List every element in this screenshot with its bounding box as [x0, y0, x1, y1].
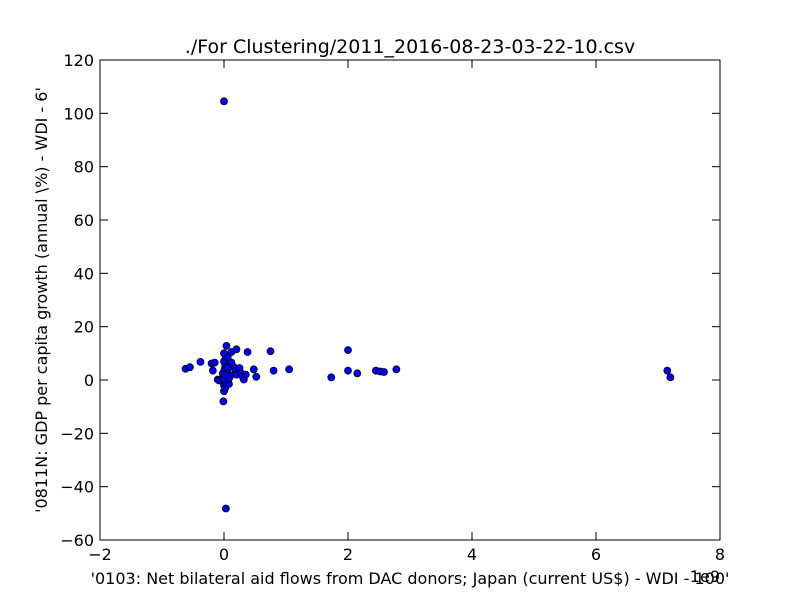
- data-point: [266, 347, 275, 356]
- data-point: [223, 364, 232, 372]
- y-tick-label: 120: [63, 51, 94, 70]
- y-tick-label: 0: [84, 371, 94, 390]
- data-point: [285, 365, 294, 374]
- data-point: [185, 363, 194, 372]
- y-tick-label: 60: [74, 211, 94, 230]
- y-tick-label: 40: [74, 264, 94, 283]
- data-point: [241, 370, 250, 379]
- x-tick-label: 0: [219, 545, 229, 564]
- x-tick-label: 6: [591, 545, 601, 564]
- y-tick-label: 80: [74, 158, 94, 177]
- data-point: [666, 373, 675, 382]
- x-axis-label: '0103: Net bilateral aid flows from DAC …: [91, 569, 730, 588]
- data-point: [232, 345, 241, 354]
- x-axis-offset-label: 1e9: [690, 567, 720, 586]
- data-point: [344, 346, 352, 355]
- data-point: [219, 397, 228, 406]
- chart-title: ./For Clustering/2011_2016-08-23-03-22-1…: [185, 36, 635, 58]
- data-point: [243, 348, 252, 356]
- data-point: [210, 358, 219, 367]
- x-tick-label: −2: [88, 545, 112, 564]
- data-point: [269, 366, 278, 375]
- data-point: [663, 366, 672, 375]
- data-point: [221, 370, 230, 379]
- data-point: [252, 372, 261, 381]
- plot-area: [99, 59, 721, 541]
- data-point: [249, 365, 258, 374]
- data-point: [196, 357, 205, 366]
- data-points: [181, 97, 675, 513]
- y-tick-label: 20: [74, 318, 94, 337]
- x-tick-label: 8: [715, 545, 725, 564]
- data-point: [221, 504, 230, 513]
- y-tick-label: −20: [60, 424, 94, 443]
- data-point: [220, 97, 228, 106]
- y-tick-label: 100: [63, 104, 94, 123]
- data-point: [392, 365, 401, 374]
- x-tick-label: 4: [467, 545, 477, 564]
- data-point: [380, 368, 388, 376]
- y-axis-label: '0811N: GDP per capita growth (annual \%…: [32, 87, 51, 513]
- data-point: [353, 369, 362, 378]
- data-point: [327, 373, 336, 382]
- data-point: [222, 341, 231, 350]
- data-point: [208, 366, 217, 375]
- data-point: [344, 366, 352, 375]
- data-point: [223, 353, 232, 362]
- x-tick-label: 2: [343, 545, 353, 564]
- y-tick-label: −60: [60, 531, 94, 550]
- y-tick-label: −40: [60, 478, 94, 497]
- data-point: [227, 358, 236, 367]
